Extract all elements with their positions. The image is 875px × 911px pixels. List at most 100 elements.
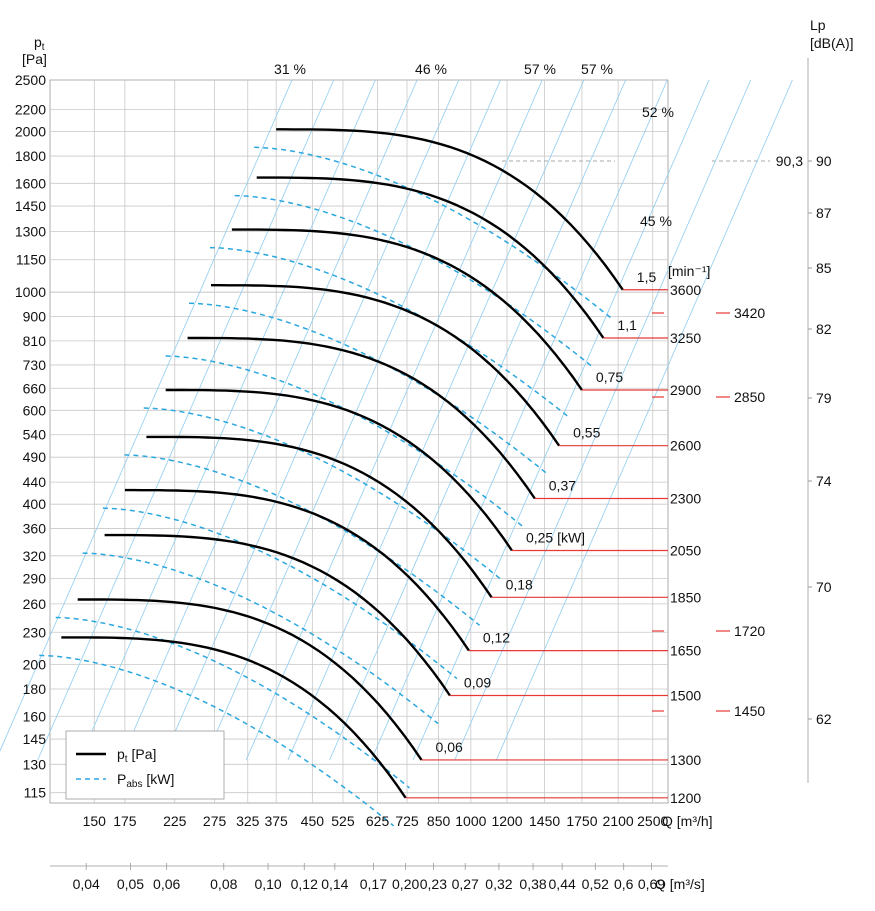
pressure-curve-1850 — [146, 435, 493, 598]
efficiency-line — [37, 79, 335, 761]
y-axis-symbol: p — [34, 34, 42, 50]
efficiency-line — [0, 79, 293, 752]
lp-tick-label: 70 — [816, 579, 832, 595]
x-tick-label: 175 — [113, 813, 137, 829]
x-tick-label: 625 — [366, 813, 390, 829]
efficiency-line — [245, 79, 543, 761]
x-tick-label-secondary: 0,38 — [519, 876, 546, 892]
x-tick-label-secondary: 0,52 — [582, 876, 609, 892]
pressure-curve-3250 — [256, 176, 605, 339]
lp-tick-label: 62 — [816, 711, 832, 727]
power-curve-1650 — [102, 507, 458, 680]
lp-tick-label: 87 — [816, 205, 832, 221]
x-tick-label-secondary: 0,69 — [638, 876, 665, 892]
speed-label: 1650 — [670, 643, 701, 659]
x-tick-label-secondary: 0,04 — [73, 876, 100, 892]
speed-label: 1300 — [670, 752, 701, 768]
power-curve-1850 — [124, 454, 481, 626]
x-tick-label: 1000 — [455, 813, 486, 829]
x-tick-label: 1750 — [566, 813, 597, 829]
y-tick-label: 145 — [23, 731, 47, 747]
y-tick-label: 660 — [23, 380, 47, 396]
pressure-curves — [61, 128, 624, 799]
speed-label: 2050 — [670, 542, 701, 558]
power-label: 0,55 — [573, 425, 600, 441]
power-curve-3250 — [234, 194, 592, 367]
speed-label: 1850 — [670, 589, 701, 605]
y-tick-label: 320 — [23, 548, 47, 564]
y-tick-label: 1000 — [15, 284, 46, 300]
power-label: 0,18 — [506, 576, 533, 592]
y-tick-label: 1300 — [15, 223, 46, 239]
x-tick-label-secondary: 0,17 — [360, 876, 387, 892]
x-tick-label-secondary: 0,14 — [321, 876, 348, 892]
y-tick-label: 1450 — [15, 198, 46, 214]
lp-tick-label: 79 — [816, 390, 832, 406]
power-curve-2300 — [165, 355, 524, 528]
efficiency-line — [329, 79, 626, 761]
y-tick-label: 2200 — [15, 102, 46, 118]
y-tick-label: 1600 — [15, 175, 46, 191]
x-axis-label-secondary: Q [m³/s] — [655, 876, 705, 892]
x-tick-label-secondary: 0,27 — [452, 876, 479, 892]
power-curve-2050 — [143, 407, 501, 580]
y-tick-label: 115 — [24, 785, 47, 801]
x-tick-label: 225 — [163, 813, 187, 829]
lp-axis-unit: [dB(A)] — [810, 35, 854, 51]
svg-text:pt: pt — [34, 34, 45, 53]
efficiency-label: 57 % — [581, 61, 613, 77]
lp-tick-label: 85 — [816, 260, 832, 276]
pressure-curve-2050 — [165, 388, 513, 552]
x-axis-label: Q [m³/h] — [662, 813, 713, 829]
y-tick-label: 440 — [23, 474, 47, 490]
legend-power-unit: [kW] — [142, 771, 174, 787]
y-tick-label: 260 — [23, 596, 47, 612]
legend-item-power: Pabs [kW] — [117, 771, 174, 790]
pressure-curve-3600 — [276, 128, 624, 291]
extra-speed-label: 1720 — [734, 623, 765, 639]
efficiency-line — [412, 79, 710, 761]
speed-label: 2300 — [670, 490, 701, 506]
power-curve-1300 — [55, 616, 410, 789]
y-axis-sub: t — [42, 42, 45, 53]
y-tick-label: 730 — [23, 357, 47, 373]
x-tick-label: 1200 — [491, 813, 522, 829]
efficiency-line — [204, 79, 501, 761]
efficiency-line — [162, 79, 460, 761]
y-tick-label: 1800 — [15, 148, 46, 164]
y-tick-label: 200 — [23, 657, 47, 673]
x-tick-label-secondary: 0,12 — [291, 876, 318, 892]
speed-label: 2900 — [670, 382, 701, 398]
y-tick-label: 290 — [23, 571, 47, 587]
pressure-curve-2300 — [187, 336, 536, 500]
y-tick-label: 2000 — [15, 124, 46, 140]
plot-frame — [49, 79, 669, 804]
pressure-curve-1200 — [61, 636, 407, 799]
power-label: 0,12 — [483, 630, 510, 646]
x-tick-label: 2100 — [603, 813, 634, 829]
x-tick-label: 375 — [264, 813, 288, 829]
power-label: 1,1 — [617, 317, 637, 333]
y-axis-title: pt [Pa] — [22, 34, 47, 67]
x-tick-label-secondary: 0,10 — [254, 876, 281, 892]
y-tick-label: 810 — [23, 333, 47, 349]
efficiency-line — [454, 79, 752, 761]
y-tick-label: 490 — [23, 449, 47, 465]
x-tick-label: 2500 — [637, 813, 668, 829]
y-tick-label: 160 — [23, 708, 47, 724]
lp-ref-label: 90,3 — [776, 153, 803, 169]
y-tick-label: 360 — [23, 521, 47, 537]
legend-pressure-unit: [Pa] — [128, 746, 157, 762]
efficiency-line — [79, 79, 376, 761]
x-tick-label-secondary: 0,20 — [392, 876, 419, 892]
legend-box — [65, 730, 225, 800]
pressure-curve-2900 — [231, 228, 583, 391]
power-label: 0,25 [kW] — [526, 529, 585, 545]
lp-tick-label: 82 — [816, 321, 832, 337]
efficiency-line — [496, 79, 793, 761]
extra-speed-label: 3420 — [734, 305, 765, 321]
x-tick-label: 525 — [331, 813, 355, 829]
y-tick-label: 2500 — [15, 72, 46, 88]
speed-label: 2600 — [670, 438, 701, 454]
